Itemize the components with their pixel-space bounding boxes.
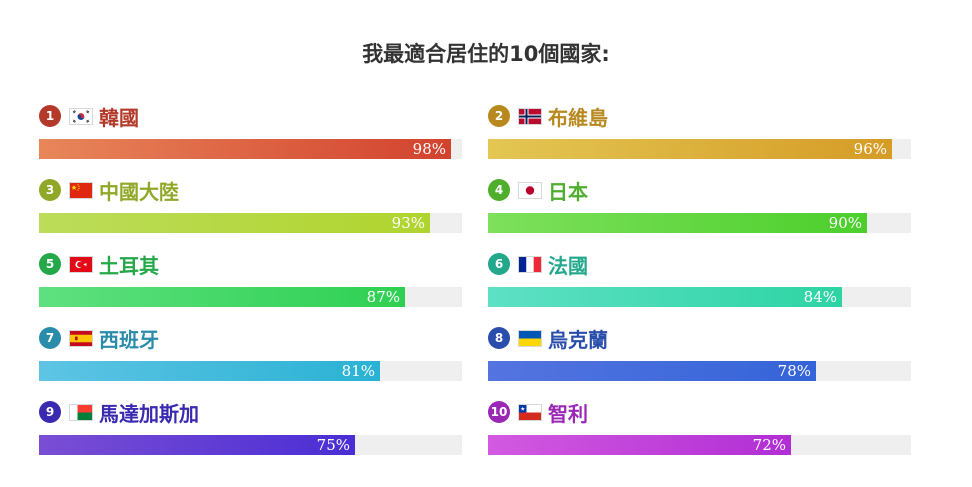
country-label: 中國大陸: [99, 179, 179, 204]
bar-value-label: 90%: [828, 214, 862, 232]
rank-badge: 1: [39, 105, 61, 127]
bar-value-label: 75%: [316, 436, 350, 454]
bar-track: 75%: [39, 435, 462, 455]
bar-track: 90%: [488, 213, 911, 233]
bar-value-label: 72%: [752, 436, 786, 454]
bar-fill: 96%: [488, 139, 892, 159]
rank-badge: 6: [488, 253, 510, 275]
bar-item: 4 日本 90%: [488, 177, 911, 239]
bar-value-label: 96%: [853, 140, 887, 158]
spain-flag-icon: [70, 330, 92, 346]
turkey-flag-icon: [70, 256, 92, 272]
country-label: 土耳其: [99, 253, 159, 278]
japan-flag-icon: [519, 182, 541, 198]
bar-value-label: 84%: [803, 288, 837, 306]
bar-fill: 90%: [488, 213, 867, 233]
country-label: 日本: [548, 179, 588, 204]
bar-item: 8 烏克蘭 78%: [488, 325, 911, 387]
bar-fill: 84%: [488, 287, 842, 307]
bar-item: 7 西班牙 81%: [39, 325, 462, 387]
bar-item: 5 土耳其 87%: [39, 251, 462, 313]
bar-fill: 78%: [488, 361, 816, 381]
bar-label-row: 6 法國: [488, 251, 588, 278]
bar-track: 98%: [39, 139, 462, 159]
bar-label-row: 4 日本: [488, 177, 588, 204]
country-label: 智利: [548, 401, 588, 426]
bar-label-row: 8 烏克蘭: [488, 325, 608, 352]
country-label: 法國: [548, 253, 588, 278]
rank-badge: 2: [488, 105, 510, 127]
bar-label-row: 3 中國大陸: [39, 177, 179, 204]
rank-badge: 8: [488, 327, 510, 349]
bar-label-row: 1 韓國: [39, 103, 139, 130]
bar-label-row: 2 布維島: [488, 103, 608, 130]
bar-track: 93%: [39, 213, 462, 233]
bar-value-label: 93%: [391, 214, 425, 232]
bar-value-label: 98%: [412, 140, 446, 158]
bar-item: 10 智利 72%: [488, 399, 911, 461]
bar-value-label: 81%: [341, 362, 375, 380]
chile-flag-icon: [519, 404, 541, 420]
rank-badge: 5: [39, 253, 61, 275]
bar-track: 72%: [488, 435, 911, 455]
bar-track: 96%: [488, 139, 911, 159]
rank-badge: 10: [488, 401, 510, 423]
bar-item: 3 中國大陸 93%: [39, 177, 462, 239]
madagascar-flag-icon: [70, 404, 92, 420]
bar-item: 6 法國 84%: [488, 251, 911, 313]
china-flag-icon: [70, 182, 92, 198]
norway-flag-icon: [519, 108, 541, 124]
france-flag-icon: [519, 256, 541, 272]
country-label: 西班牙: [99, 327, 159, 352]
rank-badge: 7: [39, 327, 61, 349]
chart-title: 我最適合居住的10個國家:: [362, 42, 610, 66]
bar-track: 84%: [488, 287, 911, 307]
bar-label-row: 9 馬達加斯加: [39, 399, 199, 426]
bar-fill: 93%: [39, 213, 430, 233]
bar-item: 9 馬達加斯加 75%: [39, 399, 462, 461]
bar-fill: 75%: [39, 435, 355, 455]
bar-track: 78%: [488, 361, 911, 381]
bar-track: 81%: [39, 361, 462, 381]
rank-badge: 4: [488, 179, 510, 201]
south-korea-flag-icon: [70, 108, 92, 124]
bar-fill: 72%: [488, 435, 791, 455]
bar-fill: 98%: [39, 139, 451, 159]
bar-label-row: 5 土耳其: [39, 251, 159, 278]
ukraine-flag-icon: [519, 330, 541, 346]
country-label: 烏克蘭: [548, 327, 608, 352]
bar-item: 1 韓國 98%: [39, 103, 462, 165]
bar-track: 87%: [39, 287, 462, 307]
bar-item: 2 布維島 96%: [488, 103, 911, 165]
bar-value-label: 87%: [366, 288, 400, 306]
rank-badge: 3: [39, 179, 61, 201]
country-label: 馬達加斯加: [99, 401, 199, 426]
bar-fill: 87%: [39, 287, 405, 307]
country-label: 布維島: [548, 105, 608, 130]
bar-label-row: 10 智利: [488, 399, 588, 426]
bar-fill: 81%: [39, 361, 380, 381]
bar-value-label: 78%: [777, 362, 811, 380]
country-label: 韓國: [99, 105, 139, 130]
rank-badge: 9: [39, 401, 61, 423]
bar-label-row: 7 西班牙: [39, 325, 159, 352]
